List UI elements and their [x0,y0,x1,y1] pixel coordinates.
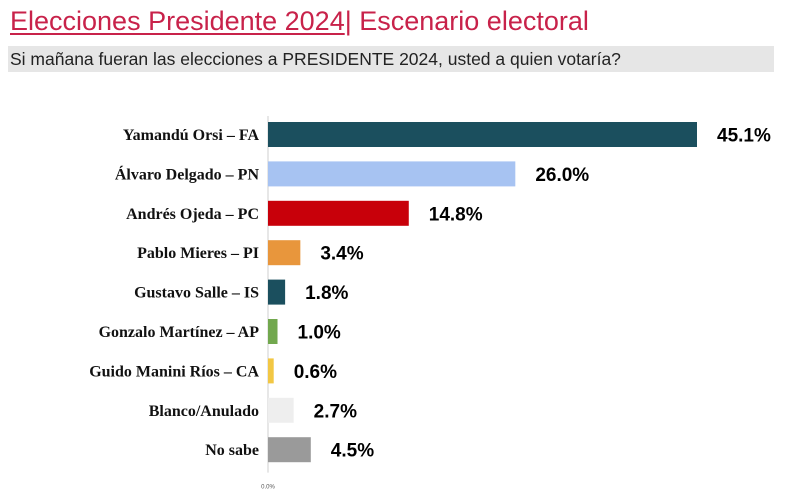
category-label: Gonzalo Martínez – AP [99,324,260,341]
bar [268,279,286,305]
chart-title: Elecciones Presidente 2024| Escenario el… [10,6,589,37]
title-rest: Escenario electoral [351,6,589,36]
title-main: Elecciones Presidente 2024 [10,6,345,36]
chart-subtitle: Si mañana fueran las elecciones a PRESID… [8,46,774,72]
value-label: 2.7% [314,401,357,422]
category-label: Gustavo Salle – IS [134,285,259,302]
title-separator: | [344,6,352,36]
bar [268,319,278,344]
category-label: Pablo Mieres – PI [137,245,259,262]
category-label: Blanco/Anulado [149,403,259,420]
bar [268,122,697,147]
value-label: 26.0% [535,165,589,186]
value-label: 14.8% [429,204,483,225]
category-label: Andrés Ojeda – PC [126,206,259,223]
category-label: No sabe [205,442,259,459]
bar [268,358,274,384]
value-label: 4.5% [331,441,374,462]
bar [268,200,409,226]
bar [268,437,311,463]
category-label: Guido Manini Ríos – CA [89,363,259,380]
bar [268,161,516,187]
bar [268,397,294,423]
value-label: 3.4% [320,244,363,265]
value-label: 45.1% [717,126,771,147]
bar [268,240,301,266]
value-label: 1.0% [298,323,341,344]
x-axis-tick-label: 0.0% [261,485,275,491]
category-label: Yamandú Orsi – FA [123,127,260,144]
value-label: 1.8% [305,283,348,304]
value-label: 0.6% [294,362,337,383]
category-label: Álvaro Delgado – PN [115,164,260,183]
